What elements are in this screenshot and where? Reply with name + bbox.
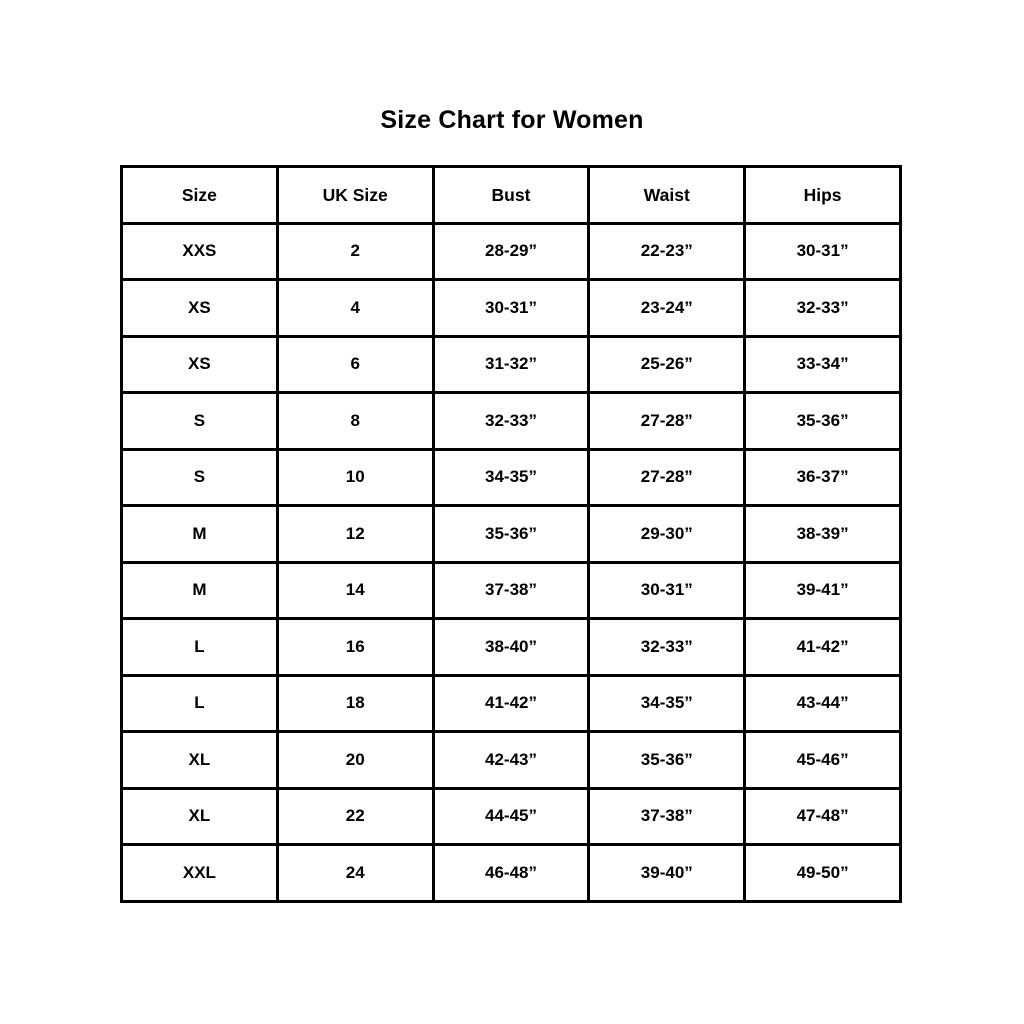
cell-waist: 22-23” (587, 221, 747, 281)
cell-bust: 37-38” (431, 560, 591, 620)
cell-waist: 30-31” (587, 560, 747, 620)
cell-hips: 30-31” (743, 221, 902, 281)
cell-size: L (120, 617, 279, 677)
cell-uk-size: 12 (275, 504, 435, 564)
cell-hips: 35-36” (743, 391, 902, 451)
cell-uk-size: 4 (275, 278, 435, 338)
cell-bust: 30-31” (431, 278, 591, 338)
cell-waist: 34-35” (587, 673, 747, 733)
cell-waist: 27-28” (587, 391, 747, 451)
cell-size: S (120, 391, 279, 451)
cell-size: XL (120, 730, 279, 790)
cell-size: L (120, 673, 279, 733)
table-row: XXL 24 46-48” 39-40” 49-50” (120, 843, 902, 903)
cell-uk-size: 20 (275, 730, 435, 790)
column-header-bust: Bust (431, 165, 591, 225)
table-row: XS 6 31-32” 25-26” 33-34” (120, 334, 902, 394)
cell-hips: 32-33” (743, 278, 902, 338)
table-row: M 14 37-38” 30-31” 39-41” (120, 560, 902, 620)
cell-hips: 45-46” (743, 730, 902, 790)
cell-bust: 31-32” (431, 334, 591, 394)
page-title: Size Chart for Women (380, 106, 644, 134)
cell-hips: 47-48” (743, 786, 902, 846)
cell-size: S (120, 447, 279, 507)
cell-bust: 44-45” (431, 786, 591, 846)
cell-uk-size: 2 (275, 221, 435, 281)
cell-uk-size: 16 (275, 617, 435, 677)
cell-uk-size: 18 (275, 673, 435, 733)
cell-waist: 23-24” (587, 278, 747, 338)
cell-waist: 32-33” (587, 617, 747, 677)
table-row: M 12 35-36” 29-30” 38-39” (120, 504, 902, 564)
table-header: Size UK Size Bust Waist Hips (120, 165, 902, 225)
cell-bust: 42-43” (431, 730, 591, 790)
table-row: S 8 32-33” 27-28” 35-36” (120, 391, 902, 451)
table-row: XL 20 42-43” 35-36” 45-46” (120, 730, 902, 790)
cell-bust: 46-48” (431, 843, 591, 903)
cell-hips: 36-37” (743, 447, 902, 507)
table-row: S 10 34-35” 27-28” 36-37” (120, 447, 902, 507)
cell-bust: 35-36” (431, 504, 591, 564)
cell-waist: 27-28” (587, 447, 747, 507)
column-header-size: Size (120, 165, 279, 225)
cell-waist: 29-30” (587, 504, 747, 564)
cell-bust: 41-42” (431, 673, 591, 733)
cell-bust: 32-33” (431, 391, 591, 451)
table-body: XXS 2 28-29” 22-23” 30-31” XS 4 30-31” 23-24” 32-… (120, 221, 902, 903)
cell-uk-size: 6 (275, 334, 435, 394)
cell-waist: 35-36” (587, 730, 747, 790)
column-header-hips: Hips (743, 165, 902, 225)
cell-uk-size: 8 (275, 391, 435, 451)
cell-hips: 43-44” (743, 673, 902, 733)
cell-bust: 28-29” (431, 221, 591, 281)
table-header-row: Size UK Size Bust Waist Hips (120, 165, 902, 225)
column-header-waist: Waist (587, 165, 747, 225)
cell-uk-size: 14 (275, 560, 435, 620)
cell-uk-size: 24 (275, 843, 435, 903)
cell-waist: 37-38” (587, 786, 747, 846)
cell-hips: 38-39” (743, 504, 902, 564)
cell-size: XS (120, 278, 279, 338)
table-row: L 16 38-40” 32-33” 41-42” (120, 617, 902, 677)
cell-hips: 39-41” (743, 560, 902, 620)
size-chart-table: Size UK Size Bust Waist Hips XXS 2 28-29” 2… (120, 165, 902, 903)
cell-hips: 41-42” (743, 617, 902, 677)
table-row: L 18 41-42” 34-35” 43-44” (120, 673, 902, 733)
cell-waist: 25-26” (587, 334, 747, 394)
cell-bust: 34-35” (431, 447, 591, 507)
cell-size: XXS (120, 221, 279, 281)
cell-uk-size: 22 (275, 786, 435, 846)
cell-hips: 49-50” (743, 843, 902, 903)
cell-waist: 39-40” (587, 843, 747, 903)
cell-size: XL (120, 786, 279, 846)
cell-bust: 38-40” (431, 617, 591, 677)
cell-hips: 33-34” (743, 334, 902, 394)
table-row: XL 22 44-45” 37-38” 47-48” (120, 786, 902, 846)
column-header-uk-size: UK Size (275, 165, 435, 225)
table-row: XS 4 30-31” 23-24” 32-33” (120, 278, 902, 338)
table-row: XXS 2 28-29” 22-23” 30-31” (120, 221, 902, 281)
cell-size: XS (120, 334, 279, 394)
cell-size: XXL (120, 843, 279, 903)
cell-size: M (120, 560, 279, 620)
cell-size: M (120, 504, 279, 564)
cell-uk-size: 10 (275, 447, 435, 507)
